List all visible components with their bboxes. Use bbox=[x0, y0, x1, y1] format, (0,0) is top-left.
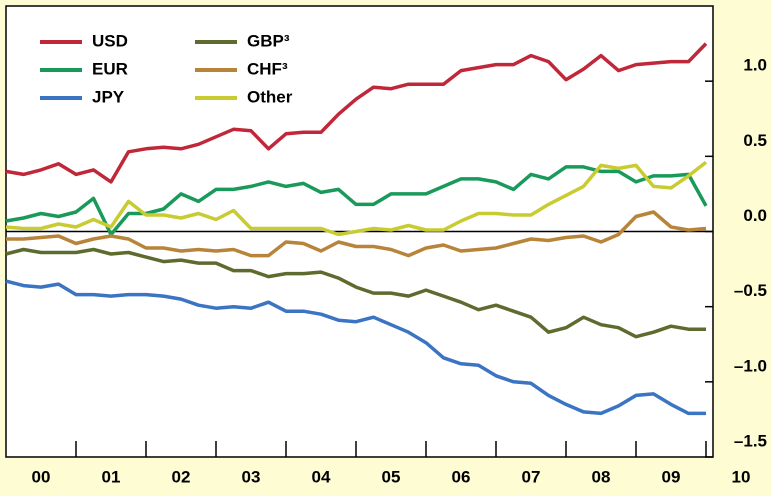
y-tick-label: –0.5 bbox=[734, 281, 767, 300]
x-tick-label: 10 bbox=[732, 467, 751, 486]
x-tick-label: 05 bbox=[382, 467, 401, 486]
y-tick-label: –1.5 bbox=[734, 431, 767, 450]
x-tick-label: 08 bbox=[592, 467, 611, 486]
legend-label: Other bbox=[247, 87, 293, 106]
legend-label: GBP³ bbox=[247, 31, 290, 50]
y-tick-label: –1.0 bbox=[734, 356, 767, 375]
x-tick-label: 07 bbox=[522, 467, 541, 486]
x-tick-label: 09 bbox=[662, 467, 681, 486]
legend-label: EUR bbox=[92, 59, 128, 78]
series-line bbox=[5, 247, 706, 339]
series-line bbox=[5, 42, 708, 184]
x-tick-label: 01 bbox=[102, 467, 121, 486]
x-tick-label: 06 bbox=[452, 467, 471, 486]
x-tick-label: 00 bbox=[32, 467, 51, 486]
x-tick-label: 02 bbox=[172, 467, 191, 486]
y-tick-label: 0.0 bbox=[743, 206, 767, 225]
series-line bbox=[5, 160, 708, 237]
series-line bbox=[6, 210, 707, 258]
legend-label: USD bbox=[92, 31, 128, 50]
x-tick-label: 03 bbox=[242, 467, 261, 486]
series-line bbox=[5, 165, 708, 237]
series-line bbox=[5, 279, 706, 416]
legend-label: CHF³ bbox=[247, 59, 288, 78]
y-tick-label: 1.0 bbox=[743, 56, 767, 75]
y-tick-label: 0.5 bbox=[743, 131, 767, 150]
legend-label: JPY bbox=[92, 87, 125, 106]
x-tick-label: 04 bbox=[312, 467, 331, 486]
